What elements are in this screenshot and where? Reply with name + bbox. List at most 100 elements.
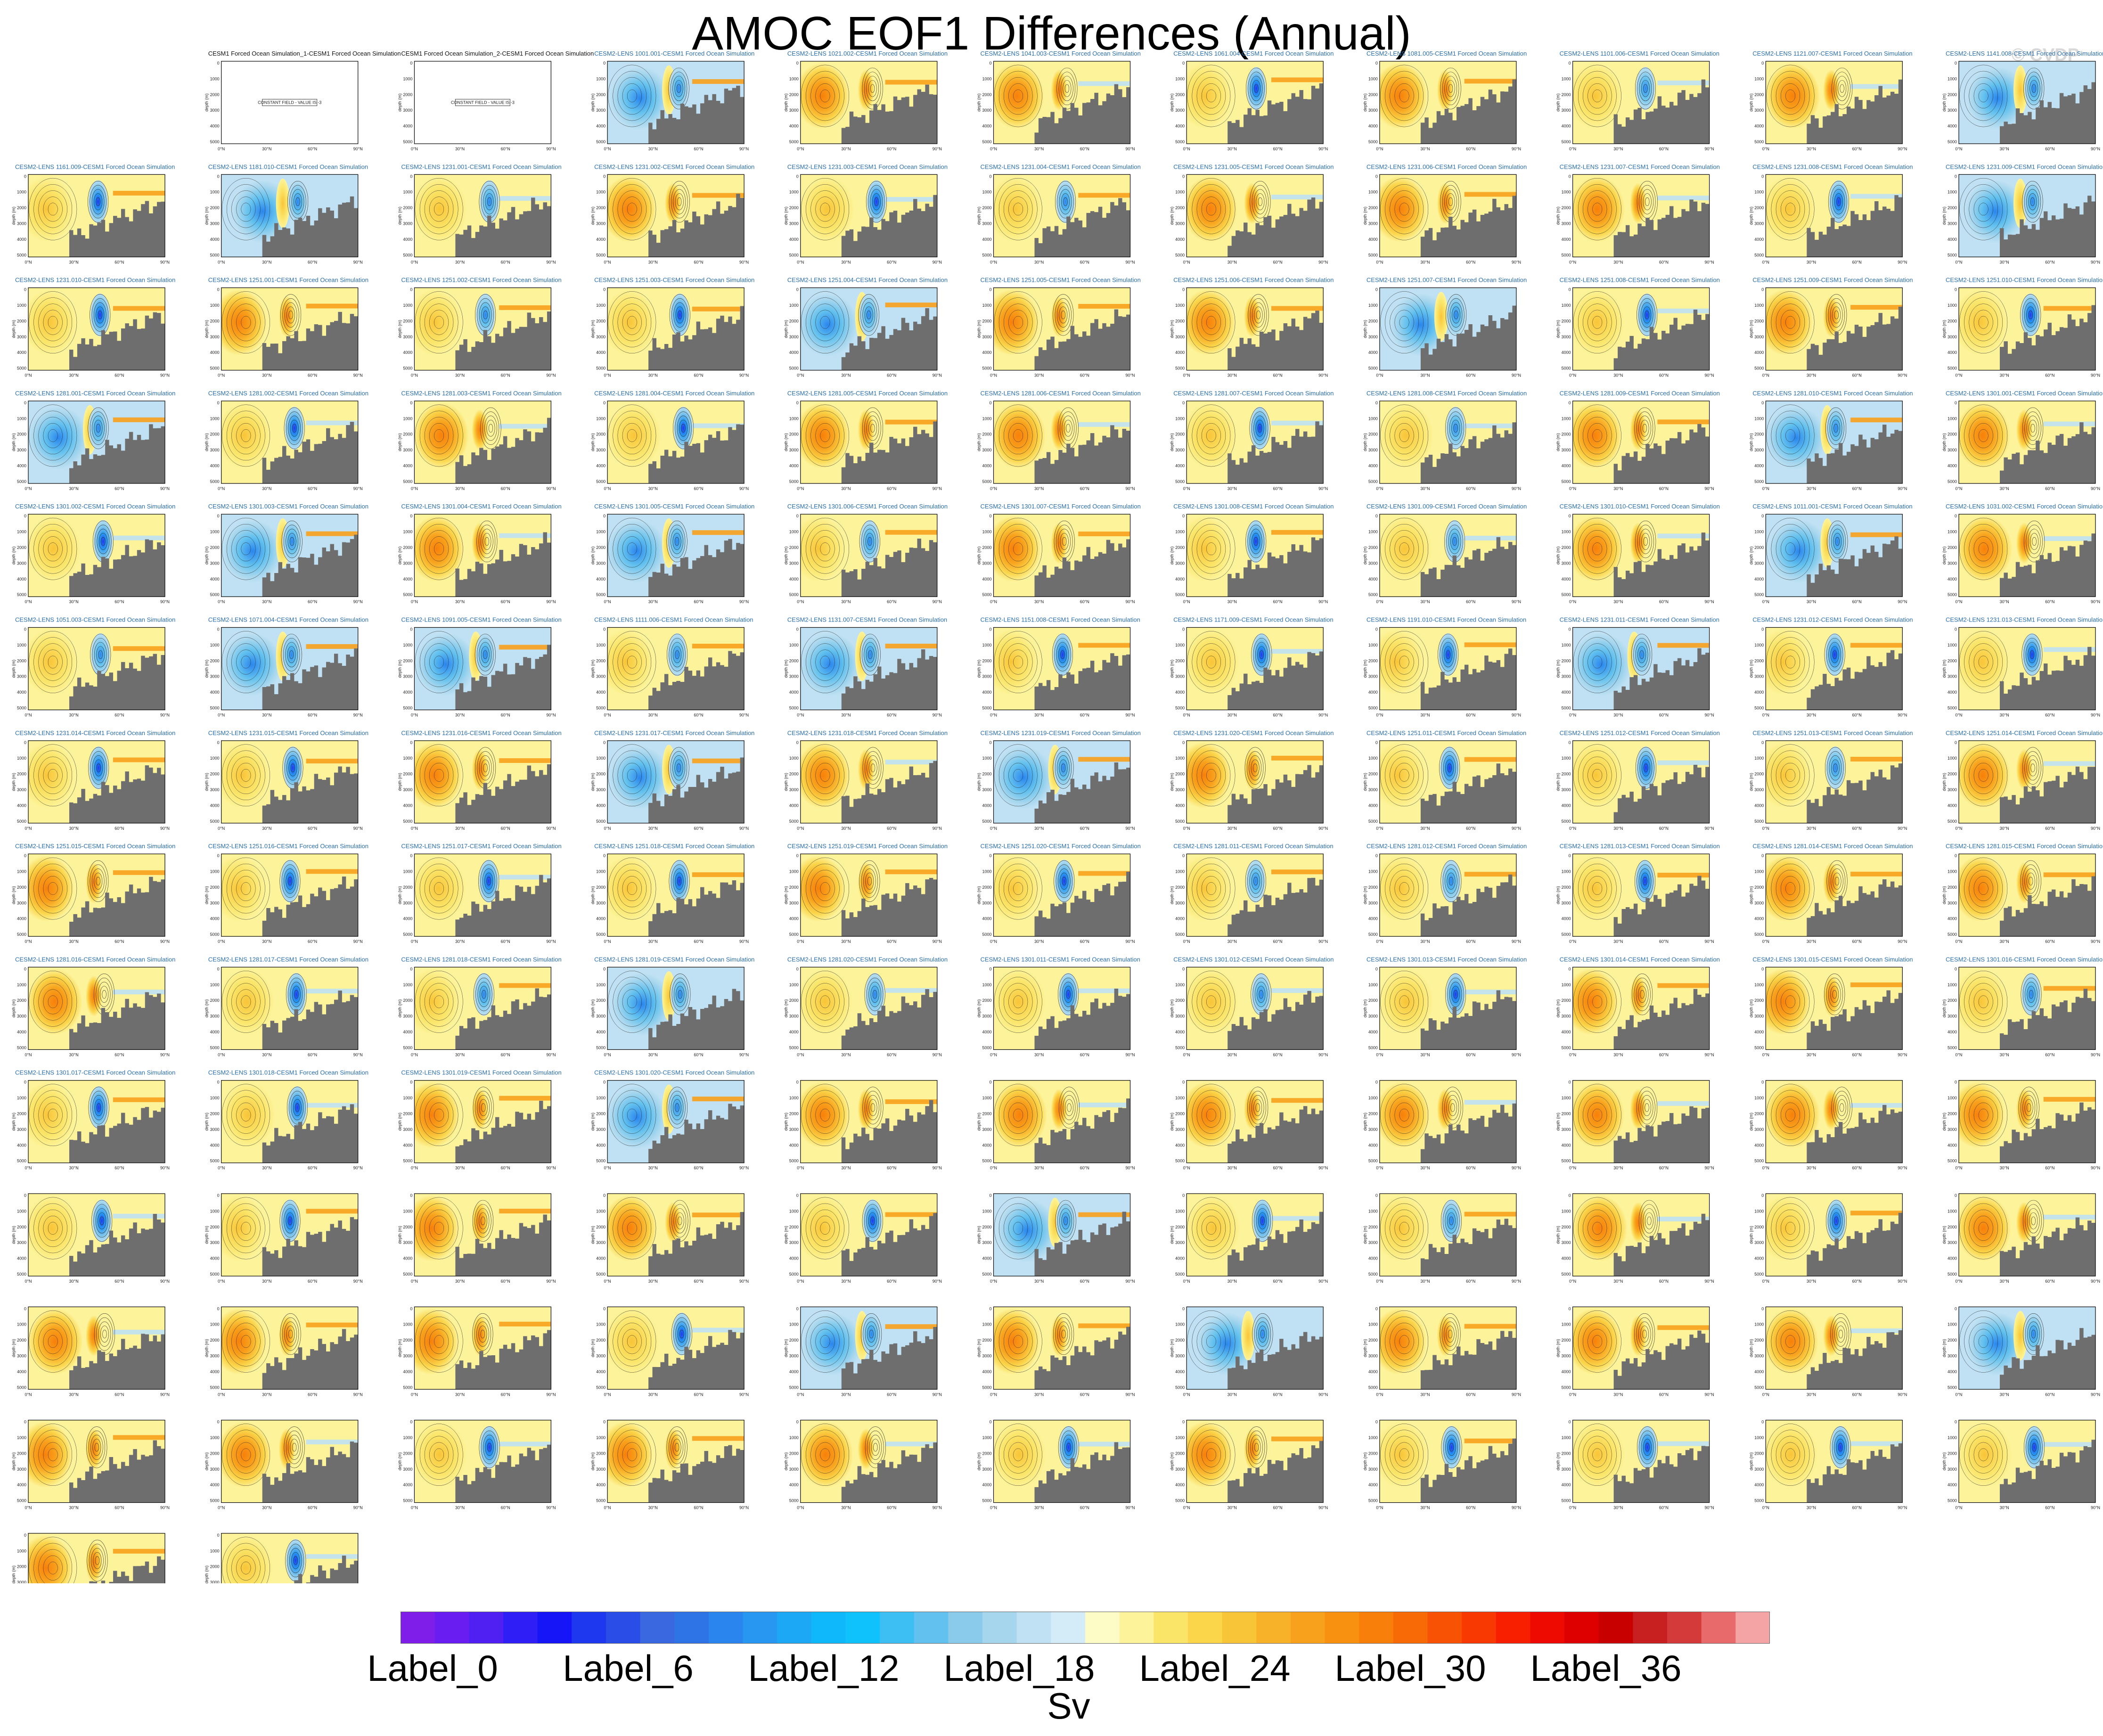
y-tick-label: 5000	[789, 1272, 799, 1277]
x-tick-label: 0°N	[604, 147, 611, 151]
colorbar-segment	[469, 1612, 504, 1644]
contour-line	[1583, 190, 1612, 228]
positive-cell	[1959, 1195, 2011, 1261]
y-axis-label: depth (m)	[784, 320, 788, 338]
y-axis-label: depth (m)	[1749, 320, 1753, 338]
contour-line	[1641, 189, 1654, 214]
bathymetry-mask	[2000, 305, 2095, 370]
y-tick-label: 0	[1955, 853, 1957, 858]
high-latitude-band	[499, 758, 551, 763]
contour-line	[2032, 1443, 2037, 1452]
contour-line	[1959, 631, 2008, 693]
y-tick-label: 0	[410, 1193, 412, 1198]
contour-line	[810, 1096, 840, 1134]
x-tick-label: 60°N	[115, 713, 124, 718]
high-latitude-band	[1078, 643, 1130, 648]
contour-line	[1969, 417, 1998, 455]
y-tick-label: 4000	[210, 237, 220, 242]
contour-line	[1573, 291, 1621, 353]
high-latitude-band	[1271, 530, 1324, 535]
y-tick-label: 2000	[1754, 545, 1764, 550]
y-tick-label: 1000	[1754, 416, 1764, 421]
x-tick-label: 30°N	[262, 1392, 271, 1397]
contour-line	[434, 429, 444, 442]
contour-line	[92, 755, 105, 781]
panel-title: CESM2-LENS 1191.010-CESM1 Forced Ocean S…	[1367, 616, 1526, 623]
contour-line	[677, 876, 682, 885]
y-tick-label: 3000	[1175, 561, 1185, 565]
contour-line	[864, 751, 882, 785]
panel: CESM2-LENS 1301.015-CESM1 Forced Ocean S…	[1749, 956, 1913, 1057]
y-tick-label: 0	[24, 1306, 26, 1311]
high-latitude-band	[499, 533, 551, 538]
y-axis-label: depth (m)	[397, 433, 402, 451]
y-tick-label: 3000	[1562, 221, 1571, 226]
contour-line	[43, 1442, 63, 1467]
panel-title: CESM2-LENS 1251.012-CESM1 Forced Ocean S…	[1560, 729, 1720, 737]
contour-line	[608, 404, 656, 467]
x-tick-label: 90°N	[353, 1052, 363, 1057]
contour-line	[1587, 1329, 1607, 1354]
bathymetry-mask	[1613, 876, 1710, 937]
negative-cell	[1058, 973, 1078, 1016]
plot-frame	[1572, 1420, 1710, 1503]
y-tick-label: 5000	[210, 592, 220, 597]
contour-line	[1390, 1096, 1419, 1134]
contour-line	[1446, 80, 1455, 97]
y-tick-label: 0	[1569, 1306, 1571, 1311]
contour-line	[864, 72, 881, 106]
contour-line	[88, 747, 109, 789]
y-tick-label: 0	[796, 287, 799, 292]
x-tick-label: 0°N	[411, 147, 418, 151]
y-tick-label: 4000	[1948, 1482, 1957, 1487]
panel-title: CESM2-LENS 1231.008-CESM1 Forced Ocean S…	[1752, 163, 1913, 170]
y-tick-label: 2000	[596, 998, 606, 1003]
contour-line	[1978, 90, 1988, 102]
bathymetry-mask	[1420, 305, 1516, 370]
contour-line	[1583, 303, 1612, 341]
plot-frame	[1765, 1080, 1903, 1163]
contour-line	[1578, 1203, 1617, 1253]
y-tick-label: 2000	[17, 432, 26, 437]
colorbar-segment	[1667, 1612, 1702, 1644]
contour-line	[1776, 869, 1805, 908]
contour-line	[241, 1335, 251, 1348]
contour-line	[1445, 294, 1467, 336]
x-tick-label: 0°N	[1376, 373, 1383, 378]
contour-line	[1830, 185, 1847, 219]
colorbar-segment	[1085, 1612, 1120, 1644]
contour-line	[43, 310, 63, 335]
x-tick-label: 60°N	[887, 939, 896, 944]
y-tick-label: 4000	[403, 690, 412, 695]
contour-line	[1828, 864, 1846, 898]
high-latitude-band	[885, 1212, 937, 1217]
y-tick-label: 1000	[1368, 416, 1378, 421]
y-tick-label: 4000	[403, 1030, 412, 1034]
contour-line	[1453, 990, 1458, 999]
y-tick-label: 4000	[1754, 124, 1764, 129]
contour-line	[801, 404, 849, 467]
x-tick-label: 0°N	[990, 1392, 997, 1397]
contour-line	[94, 1443, 99, 1452]
contour-line	[1573, 65, 1621, 127]
y-tick-label: 2000	[982, 319, 991, 323]
y-axis-label: depth (m)	[397, 1339, 402, 1358]
y-tick-label: 2000	[210, 772, 220, 777]
contour-line	[676, 763, 681, 772]
negative-cell	[93, 520, 113, 563]
contour-line	[1059, 306, 1068, 324]
y-tick-label: 0	[24, 514, 26, 518]
y-tick-label: 1000	[982, 530, 991, 534]
negative-cell	[1445, 520, 1465, 563]
contour-line	[33, 1317, 73, 1367]
y-tick-label: 0	[603, 401, 606, 405]
x-tick-label: 30°N	[2000, 939, 2009, 944]
x-tick-label: 90°N	[1512, 1392, 1521, 1397]
positive-cell	[1187, 855, 1232, 922]
y-tick-label: 3000	[1754, 221, 1764, 226]
high-latitude-band	[2043, 761, 2095, 766]
contour-line	[1640, 990, 1645, 999]
x-tick-label: 30°N	[648, 1052, 658, 1057]
y-tick-label: 0	[989, 401, 991, 405]
